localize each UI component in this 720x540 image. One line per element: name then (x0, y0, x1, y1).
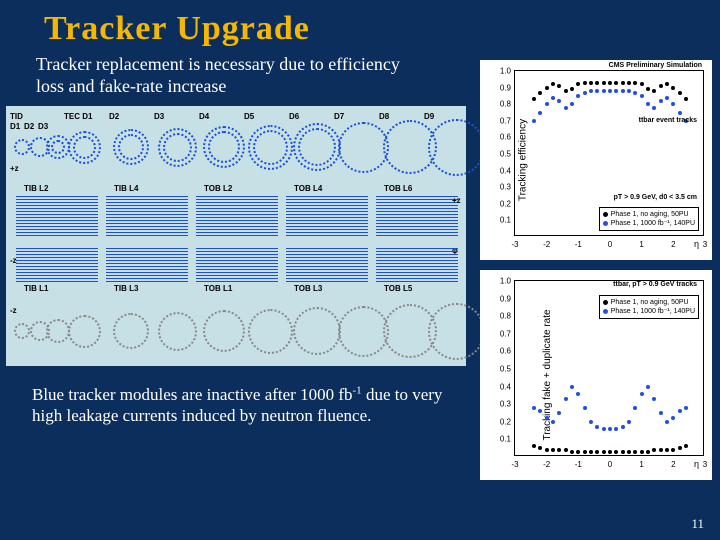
page-number: 11 (691, 516, 704, 532)
chart-title: CMS Preliminary Simulation (609, 62, 702, 69)
intro-text: Tracker replacement is necessary due to … (0, 54, 420, 105)
page-title: Tracker Upgrade (0, 0, 720, 54)
footer-text: Blue tracker modules are inactive after … (32, 384, 472, 427)
efficiency-chart: CMS Preliminary Simulation Tracking effi… (480, 60, 712, 260)
fake-rate-chart: Tracking fake + duplicate rate 0.10.20.3… (480, 270, 712, 480)
tracker-diagram: TIDD1D2D3TEC D1D2D3D4D5D6D7D8D9+zTIB L2T… (6, 106, 466, 366)
plot-area: 0.10.20.30.40.50.60.70.80.91.0-3-2-10123… (514, 280, 704, 456)
plot-area: 0.10.20.30.40.50.60.70.80.91.0-3-2-10123… (514, 70, 704, 236)
